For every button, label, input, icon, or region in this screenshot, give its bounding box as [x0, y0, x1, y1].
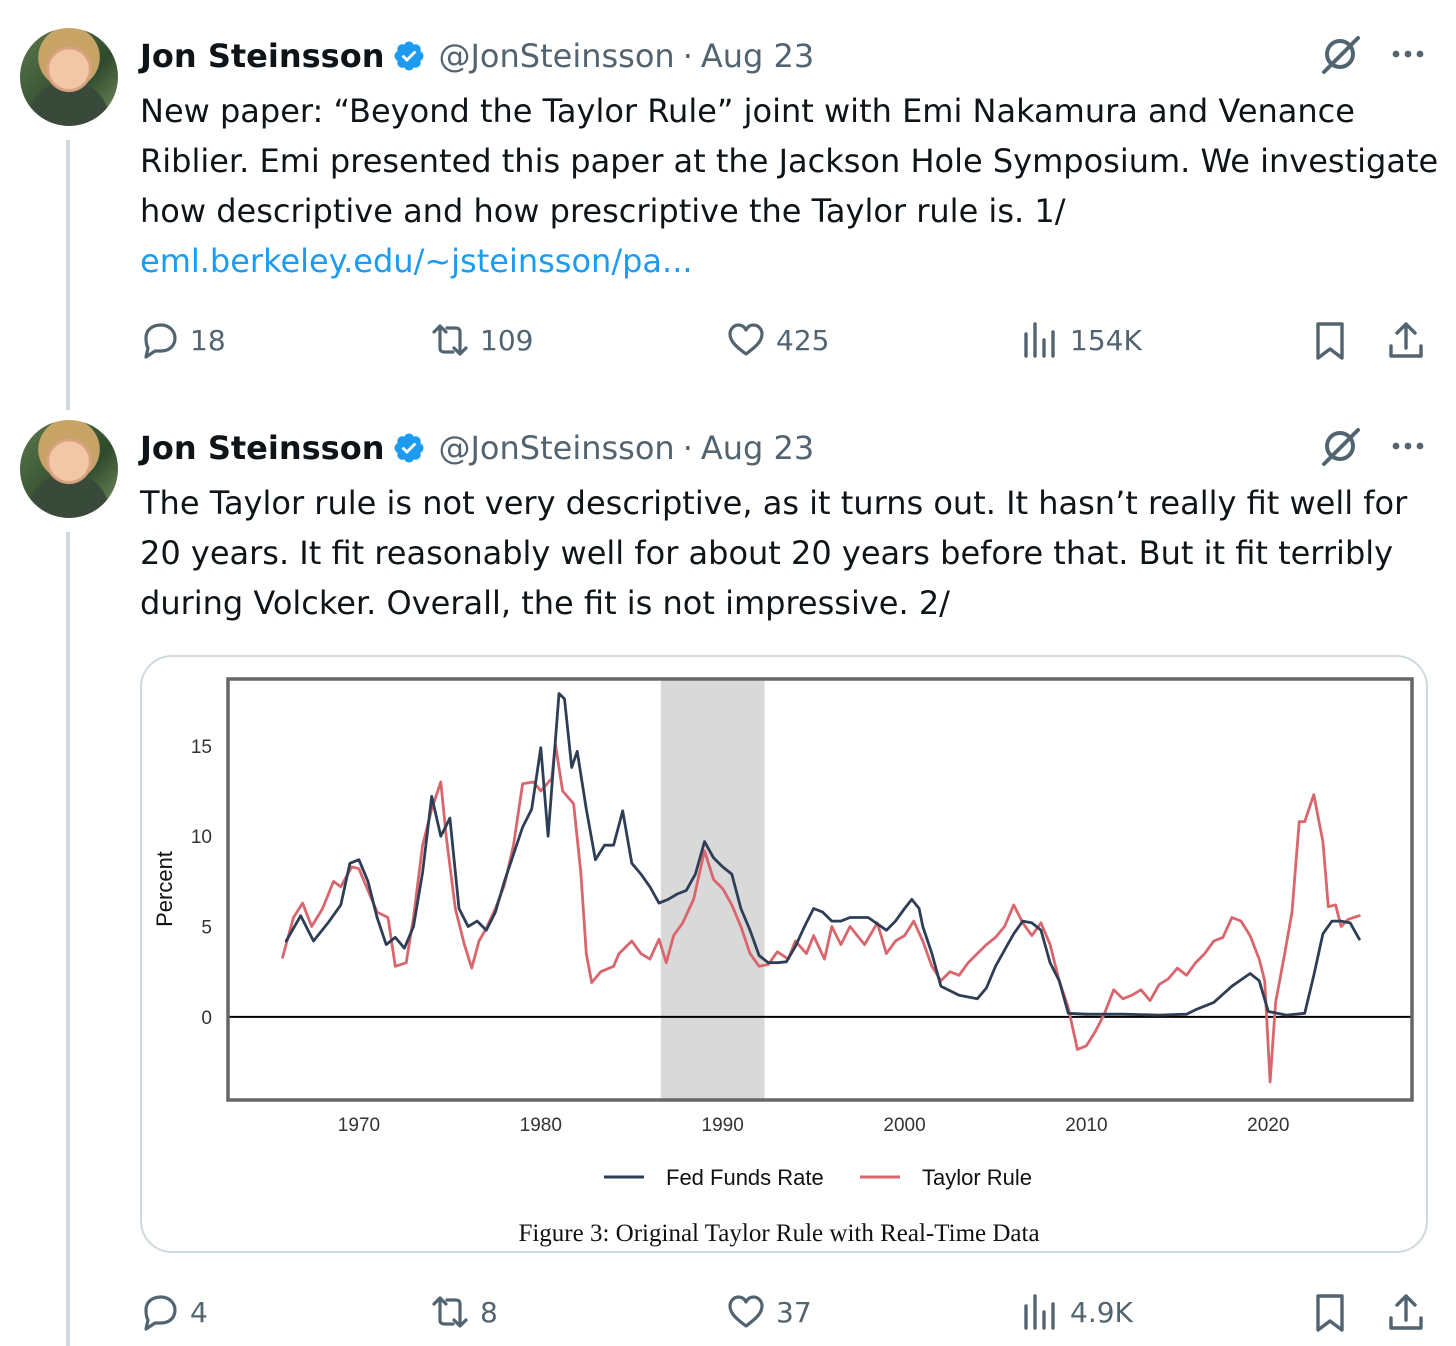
repost-count: 8 [480, 1295, 498, 1329]
tweet-text-body: The Taylor rule is not very descriptive,… [140, 484, 1418, 622]
reply-count: 4 [190, 1295, 208, 1329]
author-handle[interactable]: @JonSteinsson [438, 37, 675, 75]
legend-label: Taylor Rule [922, 1165, 1032, 1190]
share-icon [1389, 1294, 1423, 1330]
thread-line [66, 532, 70, 1346]
action-bar: 4 8 37 4.9K [138, 1288, 1438, 1336]
like-button[interactable]: 37 [724, 1288, 812, 1336]
like-icon [728, 1295, 764, 1328]
x-axis-ticks: 1970 1980 1990 2000 2010 2020 [338, 1115, 1290, 1136]
separator: · [682, 429, 693, 467]
fed-funds-rate-line [284, 692, 1361, 1017]
x-tick-label: 2000 [883, 1115, 925, 1136]
more-icon[interactable] [1386, 32, 1430, 76]
tweet-text: New paper: “Beyond the Taylor Rule” join… [140, 86, 1440, 286]
tweet-header: Jon Steinsson @JonSteinsson · Aug 23 [140, 428, 814, 468]
shaded-period [660, 679, 765, 1100]
bookmark-button[interactable] [1308, 1288, 1360, 1336]
view-count: 154K [1070, 323, 1142, 357]
y-axis-ticks: 0 5 10 15 [191, 737, 212, 1029]
repost-button[interactable]: 109 [428, 316, 533, 364]
views-button[interactable]: 4.9K [1018, 1288, 1133, 1336]
like-button[interactable]: 425 [724, 316, 829, 364]
grok-icon[interactable] [1316, 30, 1364, 78]
reply-button[interactable]: 4 [138, 1288, 208, 1336]
action-bar: 18 109 425 154K [138, 316, 1438, 364]
view-count: 4.9K [1070, 1295, 1133, 1329]
legend-label: Fed Funds Rate [666, 1165, 824, 1190]
plot-frame [226, 677, 1414, 1102]
author-name[interactable]: Jon Steinsson [140, 37, 385, 75]
like-count: 37 [776, 1295, 812, 1329]
paper-link[interactable]: eml.berkeley.edu/~jsteinsson/pa... [140, 242, 693, 280]
separator: · [682, 37, 693, 75]
reply-button[interactable]: 18 [138, 316, 226, 364]
repost-count: 109 [480, 323, 534, 357]
share-icon [1389, 322, 1423, 358]
x-tick-label: 1990 [702, 1115, 744, 1136]
x-tick-label: 1970 [338, 1115, 380, 1136]
x-tick-label: 2020 [1247, 1115, 1289, 1136]
tweet-image-card[interactable]: 0 5 10 15 1970 1980 1990 2000 2010 2020 Percent … [140, 655, 1428, 1253]
repost-icon [432, 324, 468, 356]
bookmark-icon [1316, 322, 1344, 360]
like-count: 425 [776, 323, 830, 357]
avatar[interactable] [20, 28, 118, 126]
repost-button[interactable]: 8 [428, 1288, 498, 1336]
y-tick-label: 5 [201, 918, 212, 939]
views-icon [1024, 1294, 1055, 1330]
more-icon[interactable] [1386, 424, 1430, 468]
verified-badge-icon [394, 433, 424, 463]
y-axis-label: Percent [152, 851, 177, 927]
author-name[interactable]: Jon Steinsson [140, 429, 385, 467]
author-handle[interactable]: @JonSteinsson [438, 429, 675, 467]
tweet-date[interactable]: Aug 23 [700, 37, 815, 75]
views-icon [1024, 322, 1055, 358]
bookmark-button[interactable] [1308, 316, 1360, 364]
tweet-text-body: New paper: “Beyond the Taylor Rule” join… [140, 92, 1449, 230]
share-button[interactable] [1384, 316, 1436, 364]
verified-badge-icon [394, 41, 424, 71]
avatar[interactable] [20, 420, 118, 518]
y-tick-label: 0 [201, 1008, 212, 1029]
bookmark-icon [1316, 1294, 1344, 1332]
y-tick-label: 10 [191, 827, 212, 848]
figure-caption: Figure 3: Original Taylor Rule with Real… [518, 1220, 1039, 1247]
repost-icon [432, 1296, 468, 1328]
share-button[interactable] [1384, 1288, 1436, 1336]
tweet-text: The Taylor rule is not very descriptive,… [140, 478, 1440, 628]
y-tick-label: 15 [191, 737, 212, 758]
views-button[interactable]: 154K [1018, 316, 1142, 364]
grok-icon[interactable] [1316, 422, 1364, 470]
thread-line [66, 140, 70, 410]
reply-icon [144, 1295, 177, 1331]
series-lines [281, 692, 1361, 1084]
tweet-header: Jon Steinsson @JonSteinsson · Aug 23 [140, 36, 814, 76]
x-tick-label: 1980 [520, 1115, 562, 1136]
taylor-rule-line [281, 742, 1361, 1084]
reply-icon [144, 323, 177, 359]
tweet-date[interactable]: Aug 23 [700, 429, 815, 467]
reply-count: 18 [190, 323, 226, 357]
x-tick-label: 2010 [1065, 1115, 1107, 1136]
like-icon [728, 323, 764, 356]
chart-legend: Fed Funds Rate Taylor Rule [604, 1165, 1032, 1190]
